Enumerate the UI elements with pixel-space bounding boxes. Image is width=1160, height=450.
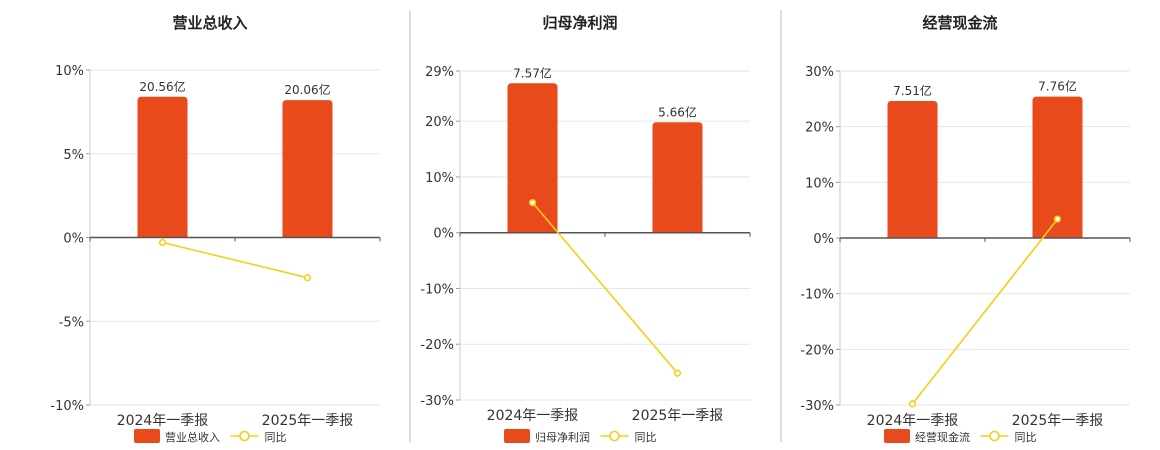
chart2-title: 归母净利润: [542, 14, 617, 32]
chart2-legend-bar-swatch: [504, 429, 530, 443]
chart3-x-tick-label: 2024年一季报: [867, 413, 959, 429]
chart3-bar-value-label: 7.51亿: [893, 83, 932, 98]
chart1-legend-line-label: 同比: [265, 431, 287, 444]
chart3-legend-bar-label: 经营现金流: [915, 430, 970, 444]
chart1-bar-value-label: 20.06亿: [284, 82, 330, 97]
chart1-y-tick-label: 5%: [63, 148, 84, 163]
chart2-y-tick-label: -20%: [420, 338, 454, 353]
chart3-y-tick-label: 10%: [805, 176, 834, 191]
chart2-legend-line-label: 同比: [635, 431, 657, 444]
chart1-bar-value-label: 20.56亿: [139, 79, 185, 94]
chart3-legend-line-marker: [989, 430, 1000, 442]
chart1-yoy-point: [158, 238, 167, 247]
chart3-x-tick-label: 2025年一季报: [1012, 413, 1104, 429]
chart3-legend-line-label: 同比: [1015, 431, 1037, 444]
chart2-yoy-point: [673, 369, 682, 377]
chart2-legend-line-marker: [609, 430, 620, 442]
chart1-bar: [282, 100, 333, 238]
chart2-bar: [652, 122, 703, 233]
chart2-yoy-line: [531, 202, 679, 374]
chart2-yoy-point: [528, 199, 537, 207]
chart1-y-tick-label: -5%: [59, 315, 84, 330]
chart1-y-tick-label: -10%: [50, 399, 84, 414]
chart2-bar-value-label: 5.66亿: [658, 104, 697, 119]
chart3-yoy-line: [911, 218, 1059, 405]
chart2-y-tick-label: 10%: [425, 171, 454, 186]
chart1-legend-line-marker: [239, 430, 250, 442]
chart1-y-tick-label: 0%: [63, 232, 84, 247]
chart2-x-tick-label: 2024年一季报: [487, 408, 579, 424]
chart3-legend-bar-swatch: [884, 429, 910, 443]
chart2-y-tick-label: -30%: [420, 394, 454, 409]
chart1-yoy-line: [162, 241, 308, 279]
chart2-bar: [507, 83, 558, 233]
chart2-y-tick-label: 29%: [425, 65, 454, 80]
chart3-y-tick-label: 0%: [813, 232, 834, 247]
chart3-bar-value-label: 7.76亿: [1038, 79, 1077, 94]
chart3-y-tick-label: 30%: [805, 65, 834, 80]
chart1-x-tick-label: 2024年一季报: [117, 413, 209, 429]
chart3-yoy-point: [908, 400, 917, 408]
chart1-title: 营业总收入: [172, 14, 247, 32]
chart3-title: 经营现金流: [922, 14, 997, 32]
chart1-y-tick-label: 10%: [55, 64, 84, 79]
chart1-bar: [137, 96, 188, 238]
chart2-legend-bar-label: 归母净利润: [535, 430, 590, 444]
chart1-x-tick-label: 2025年一季报: [262, 413, 354, 429]
chart2-y-tick-label: -10%: [420, 282, 454, 297]
chart3-bar: [887, 101, 938, 238]
chart2-y-tick-label: 0%: [433, 227, 454, 242]
chart1-legend-bar-label: 营业总收入: [165, 430, 220, 444]
chart3-bar: [1032, 96, 1083, 239]
chart2-bar-value-label: 7.57亿: [513, 65, 552, 80]
chart1-legend-bar-swatch: [134, 429, 160, 443]
chart1-yoy-point: [303, 274, 312, 282]
chart3-yoy-point: [1053, 215, 1062, 223]
chart3-y-tick-label: 20%: [805, 121, 834, 136]
chart3-y-tick-label: -20%: [800, 343, 834, 358]
chart3-y-tick-label: -30%: [800, 399, 834, 414]
chart3-y-tick-label: -10%: [800, 288, 834, 303]
chart2-y-tick-label: 20%: [425, 115, 454, 130]
chart2-x-tick-label: 2025年一季报: [632, 408, 724, 424]
